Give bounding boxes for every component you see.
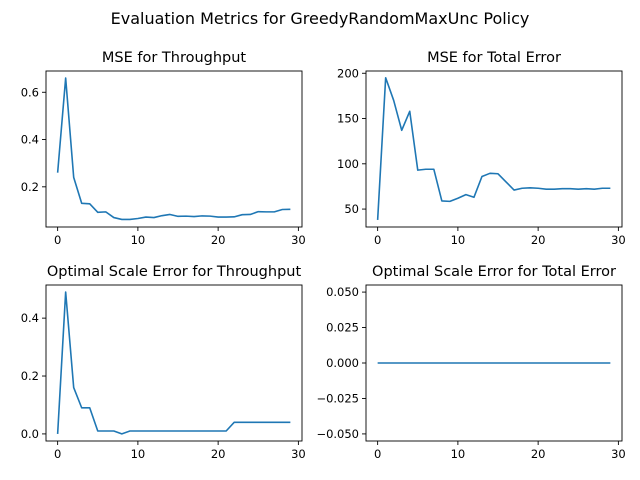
figure-title: Evaluation Metrics for GreedyRandomMaxUn… <box>111 9 530 28</box>
y-tick-label: 0.6 <box>21 85 39 99</box>
subplot-mse-total-error: MSE for Total Error 0 10 20 30 50 100 150 200 <box>337 50 626 247</box>
y-tick-label: 200 <box>337 66 359 80</box>
subplot-optimal-scale-error-total-error: Optimal Scale Error for Total Error 0 10 20… <box>316 264 625 461</box>
subplot-mse-throughput: MSE for Throughput 0 10 20 30 0.2 0.4 0.6 <box>21 50 306 247</box>
x-tick-label: 0 <box>54 233 61 247</box>
x-tick-label: 30 <box>291 233 306 247</box>
y-tick-label: 0.000 <box>326 356 359 370</box>
y-tick-label: −0.050 <box>316 427 359 441</box>
axes-frame <box>365 70 623 228</box>
x-tick-label: 0 <box>54 447 61 461</box>
y-tick-label: 0.4 <box>21 311 39 325</box>
x-tick-label: 20 <box>211 447 226 461</box>
y-tick-label: 0.2 <box>21 369 39 383</box>
x-tick-label: 20 <box>531 233 546 247</box>
y-tick-label: 100 <box>337 157 359 171</box>
subplot-title: Optimal Scale Error for Total Error <box>372 264 616 280</box>
x-tick-label: 30 <box>291 447 306 461</box>
x-tick-label: 0 <box>374 447 381 461</box>
subplot-title: Optimal Scale Error for Throughput <box>47 264 302 280</box>
subplot-optimal-scale-error-throughput: Optimal Scale Error for Throughput 0 10 20 3… <box>21 264 306 461</box>
series-line <box>376 76 611 220</box>
x-tick-label: 20 <box>211 233 226 247</box>
y-tick-label: 0.2 <box>21 180 39 194</box>
subplot-title: MSE for Total Error <box>427 50 561 66</box>
x-tick-label: 10 <box>451 233 466 247</box>
y-tick-label: 0.0 <box>21 427 39 441</box>
y-tick-label: 150 <box>337 112 359 126</box>
subplot-title: MSE for Throughput <box>102 50 247 66</box>
y-tick-label: 0.050 <box>326 285 359 299</box>
x-tick-label: 30 <box>611 447 626 461</box>
y-tick-label: 0.025 <box>326 321 359 335</box>
y-tick-label: 0.4 <box>21 133 39 147</box>
x-tick-label: 30 <box>611 233 626 247</box>
y-tick-label: −0.025 <box>316 391 359 405</box>
y-tick-label: 50 <box>344 202 359 216</box>
axes-frame <box>45 284 303 442</box>
x-tick-label: 10 <box>451 447 466 461</box>
axes-frame <box>45 70 303 228</box>
x-tick-label: 10 <box>131 233 146 247</box>
x-tick-label: 0 <box>374 233 381 247</box>
series-line <box>56 77 291 221</box>
series-line <box>56 291 291 435</box>
x-tick-label: 20 <box>531 447 546 461</box>
x-tick-label: 10 <box>131 447 146 461</box>
